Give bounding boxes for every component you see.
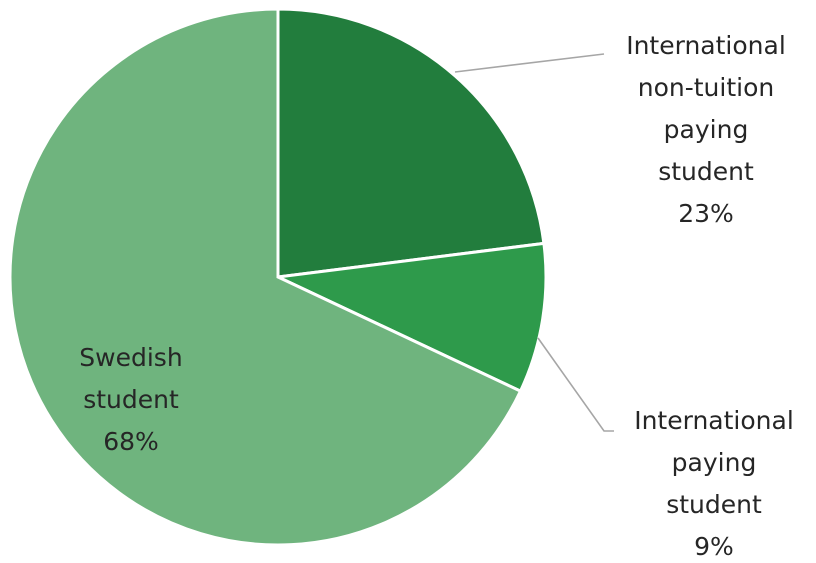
leader-line-international-paying-student: [537, 337, 614, 432]
leader-line-international-non-tuition-paying-student: [454, 53, 605, 73]
data-label-line: non-tuition: [638, 73, 775, 102]
data-label-line: International: [634, 406, 794, 435]
data-label-line: 68%: [103, 427, 159, 456]
data-label-line: 9%: [694, 532, 734, 561]
data-label-international-paying-student: International paying student 9%: [634, 406, 794, 561]
pie-slice-international-non-tuition-paying-student: [276, 7, 546, 279]
data-label-line: paying: [664, 115, 749, 144]
data-label-line: paying: [672, 448, 757, 477]
data-label-line: 23%: [678, 199, 734, 228]
data-label-international-non-tuition-paying-student: International non-tuition paying student 23%: [626, 31, 786, 228]
slice-labels: International non-tuition paying student 23%…: [79, 31, 793, 561]
pie-slice-swedish-student: [8, 7, 523, 547]
leader-lines: [454, 53, 614, 432]
data-label-swedish-student: Swedish student 68%: [79, 343, 182, 456]
data-label-line: International: [626, 31, 786, 60]
pie-slice-international-paying-student: [272, 241, 548, 394]
data-label-line: Swedish: [79, 343, 182, 372]
data-label-line: student: [658, 157, 754, 186]
data-label-line: student: [666, 490, 762, 519]
data-label-line: student: [83, 385, 179, 414]
pie-slices: [8, 7, 548, 547]
